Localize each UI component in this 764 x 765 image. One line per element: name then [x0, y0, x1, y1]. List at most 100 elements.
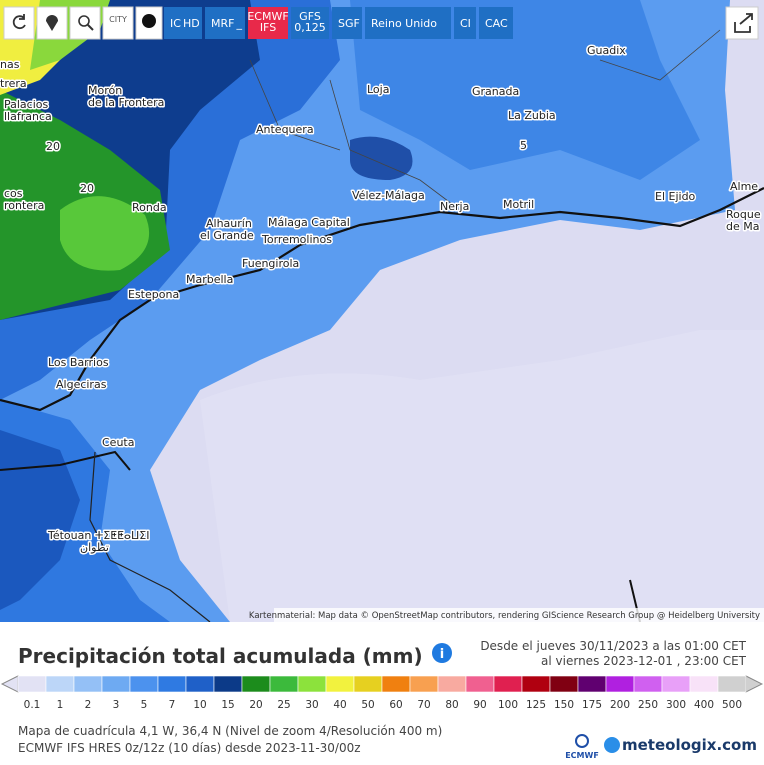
city-label: Fuengirola — [242, 257, 299, 270]
legend-swatch — [157, 675, 187, 693]
pin-icon — [46, 15, 58, 31]
model-sub: HD — [183, 17, 200, 30]
ecmwf-logo: ECMWF — [565, 751, 599, 760]
model-button-bg — [248, 7, 288, 39]
city-label: تطوان — [80, 541, 109, 554]
legend-label: 70 — [417, 699, 430, 711]
legend-label: 2 — [85, 699, 92, 711]
city-label: Loja — [367, 83, 389, 96]
legend-swatch — [353, 675, 383, 693]
legend-swatch — [269, 675, 299, 693]
model-button-bg — [332, 7, 362, 39]
model-name: MRF — [211, 17, 234, 30]
model-button-bg — [291, 7, 329, 39]
legend-swatch — [465, 675, 495, 693]
model-name: GFS — [299, 10, 321, 23]
info-button[interactable] — [432, 643, 452, 663]
city-label: Ronda — [132, 201, 167, 214]
city-label: 20 — [46, 140, 60, 153]
city-label: Vélez-Málaga — [352, 189, 425, 202]
footnote: ECMWF IFS HRES 0z/12z (10 días) desde 20… — [18, 741, 361, 755]
zoom-button[interactable] — [69, 6, 101, 40]
zoom-icon — [87, 24, 94, 31]
model-button-bg — [205, 7, 245, 39]
info-icon: i — [440, 647, 444, 662]
city-label: Morón — [88, 84, 122, 97]
legend-label: 500 — [722, 699, 742, 711]
attribution-bg — [274, 608, 764, 622]
legend-swatch — [493, 675, 523, 693]
city-label: Los Barrios — [48, 356, 109, 369]
legend-label: 250 — [638, 699, 658, 711]
city-label: Motril — [503, 198, 534, 211]
legend-label: 3 — [113, 699, 120, 711]
precip-area — [350, 136, 413, 180]
footnote: Mapa de cuadrícula 4,1 W, 36,4 N (Nivel … — [18, 724, 442, 738]
point-icon — [142, 14, 156, 28]
model-button[interactable]: SGF — [332, 7, 362, 39]
legend-label: 7 — [169, 699, 176, 711]
city-label: Torremolinos — [261, 233, 332, 246]
model-sub: IFS — [260, 21, 276, 34]
legend-swatch — [437, 675, 467, 693]
legend-label: 100 — [498, 699, 518, 711]
site-logo-mark — [604, 737, 620, 753]
model-name: SGF — [338, 17, 360, 30]
road — [0, 187, 764, 412]
refresh-icon — [12, 14, 26, 30]
city-label: Algeciras — [56, 378, 107, 391]
site-logo: meteologix.com — [622, 736, 757, 754]
dry-area — [200, 330, 764, 622]
model-button[interactable]: MRF _ — [205, 7, 245, 39]
legend-label: 175 — [582, 699, 602, 711]
legend-swatch — [129, 675, 159, 693]
model-sub: _ — [235, 17, 242, 30]
model-button[interactable]: IC HD — [164, 7, 202, 39]
legend-label: 15 — [221, 699, 234, 711]
legend-label: 1 — [57, 699, 64, 711]
city-button[interactable] — [102, 6, 134, 40]
city-label: Alhaurín — [206, 217, 252, 230]
road — [0, 450, 131, 471]
legend-label: 400 — [694, 699, 714, 711]
legend-swatch — [185, 675, 215, 693]
model-name: CI — [460, 17, 471, 30]
city-label: Guadix — [587, 44, 626, 57]
legend-swatch — [605, 675, 635, 693]
city-label: 5 — [520, 139, 527, 152]
city-label: llafranca — [4, 110, 52, 123]
title: Precipitación total acumulada (mm) — [18, 644, 423, 668]
legend-label: 300 — [666, 699, 686, 711]
legend-swatch — [73, 675, 103, 693]
attribution: Kartenmaterial: Map data © OpenStreetMap… — [249, 611, 760, 621]
legend-label: 50 — [361, 699, 374, 711]
legend-swatch — [661, 675, 691, 693]
model-button[interactable]: Reino Unido — [365, 7, 451, 39]
legend-label: 60 — [389, 699, 402, 711]
legend-label: 10 — [193, 699, 206, 711]
city-label: Granada — [472, 85, 519, 98]
model-name: Reino Unido — [371, 17, 437, 30]
legend-label: 30 — [305, 699, 318, 711]
city-label: Alme — [730, 180, 758, 193]
legend-label: 5 — [141, 699, 148, 711]
legend-swatch — [633, 675, 663, 693]
model-button[interactable]: CAC — [479, 7, 513, 39]
legend-label: 25 — [277, 699, 290, 711]
legend-swatch — [549, 675, 579, 693]
model-name: CAC — [485, 17, 508, 30]
legend-swatch — [689, 675, 719, 693]
model-name: IC — [170, 17, 181, 30]
legend-swatch — [381, 675, 411, 693]
info-panel: Precipitación total acumulada (mm) i Des… — [0, 622, 764, 765]
legend-swatch — [325, 675, 355, 693]
refresh-button[interactable] — [3, 6, 35, 40]
legend-swatch — [45, 675, 75, 693]
legend-label: 40 — [333, 699, 346, 711]
model-button[interactable]: CI — [454, 7, 476, 39]
